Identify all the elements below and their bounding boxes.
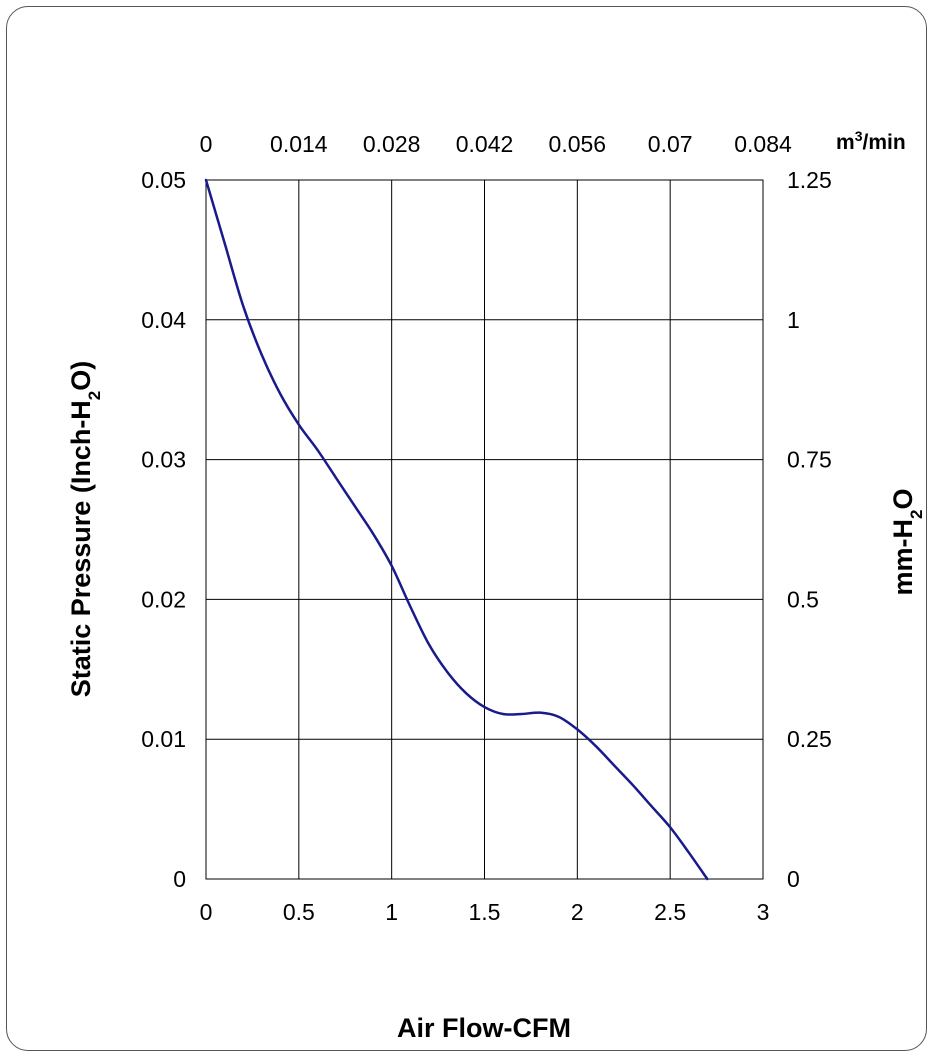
y-tick-label: 0.05 <box>141 167 186 193</box>
x-top-tick-label: 0.028 <box>363 131 421 157</box>
y-tick-label: 0.02 <box>141 586 186 612</box>
y-right-tick-label: 1.25 <box>787 167 832 193</box>
x-top-tick-label: 0.042 <box>456 131 514 157</box>
x-tick-label: 3 <box>757 899 770 925</box>
x-axis-top-ticks: 0 0.014 0.028 0.042 0.056 0.07 0.084 <box>200 131 792 157</box>
y-right-tick-label: 1 <box>787 307 800 333</box>
series-group <box>204 178 709 881</box>
y-tick-label: 0.04 <box>141 307 186 333</box>
x-tick-label: 1 <box>385 899 398 925</box>
x-top-tick-label: 0.07 <box>648 131 693 157</box>
y-right-tick-label: 0.25 <box>787 726 832 752</box>
x-top-tick-label: 0.084 <box>734 131 792 157</box>
y-axis-ticks: 0 0.01 0.02 0.03 0.04 0.05 <box>141 167 186 892</box>
y-tick-label: 0.03 <box>141 447 186 473</box>
x-tick-label: 0.5 <box>283 899 315 925</box>
x-tick-label: 2.5 <box>654 899 686 925</box>
y-axis-left-title: Static Pressure (Inch-H2O) <box>66 361 104 698</box>
x-axis-top-title: m3/min <box>836 128 906 154</box>
x-top-tick-label: 0.014 <box>270 131 328 157</box>
x-axis-title: Air Flow-CFM <box>397 1013 571 1043</box>
x-tick-label: 2 <box>571 899 584 925</box>
grid-lines <box>206 180 763 879</box>
series-line <box>204 178 709 881</box>
y-axis-right-ticks: 0 0.25 0.5 0.75 1 1.25 <box>787 167 832 892</box>
y-tick-label: 0.01 <box>141 726 186 752</box>
chart-frame <box>6 6 927 1051</box>
plot-area <box>205 179 764 880</box>
y-right-tick-label: 0 <box>787 866 800 892</box>
y-right-tick-label: 0.75 <box>787 447 832 473</box>
x-tick-label: 0 <box>200 899 213 925</box>
y-tick-label: 0 <box>173 866 186 892</box>
x-top-tick-label: 0.056 <box>549 131 607 157</box>
y-axis-right-title: mm-H2O <box>888 489 926 596</box>
x-axis-ticks: 0 0.5 1 1.5 2 2.5 3 <box>200 899 770 925</box>
x-top-tick-label: 0 <box>200 131 213 157</box>
x-tick-label: 1.5 <box>469 899 501 925</box>
y-right-tick-label: 0.5 <box>787 586 819 612</box>
